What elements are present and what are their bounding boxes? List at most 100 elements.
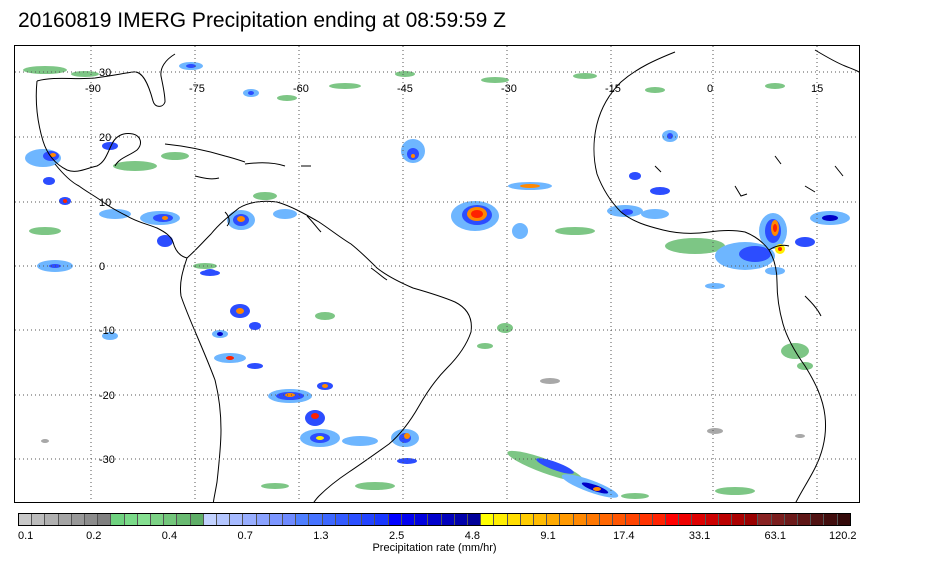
precip-cell (217, 332, 223, 336)
precip-cell (822, 215, 838, 221)
precip-cell (329, 83, 361, 89)
precip-cell (411, 154, 415, 158)
precip-cell (29, 227, 61, 235)
precip-cell (342, 436, 378, 446)
precip-cell (253, 192, 277, 200)
precip-cell (236, 308, 244, 314)
colorbar-swatch (256, 514, 270, 525)
longitude-label: -90 (85, 83, 101, 95)
colorbar-swatch (401, 514, 416, 525)
precip-cell (162, 216, 168, 220)
colorbar-tick-label: 0.1 (18, 530, 34, 542)
map-title: 20160819 IMERG Precipitation ending at 0… (18, 9, 506, 32)
coastline (370, 267, 388, 281)
precip-cell (705, 283, 725, 289)
colorbar-swatch (85, 514, 99, 525)
colorbar-label: Precipitation rate (mm/hr) (372, 542, 497, 554)
colorbar-swatch (613, 514, 627, 525)
precip-cell (477, 343, 493, 349)
precip-cell (773, 224, 777, 232)
coastline (194, 175, 220, 180)
colorbar-swatch (32, 514, 46, 525)
colorbar-swatch (731, 514, 746, 525)
coastline (244, 162, 286, 167)
precip-cell (277, 95, 297, 101)
colorbar-swatch (481, 514, 495, 525)
colorbar-swatch (824, 514, 838, 525)
coastline (834, 165, 844, 177)
colorbar-swatch (309, 514, 323, 525)
colorbar-swatch (586, 514, 600, 525)
precip-cell (249, 322, 261, 330)
precipitation-layer (23, 62, 850, 499)
colorbar-swatch (797, 514, 812, 525)
latitude-label: 10 (99, 197, 111, 209)
coastline (774, 155, 782, 165)
colorbar-swatch (771, 514, 785, 525)
colorbar-swatch (177, 514, 191, 525)
precip-cell (650, 187, 670, 195)
colorbar-swatch (124, 514, 138, 525)
precip-cell (778, 247, 782, 251)
precip-cell (520, 184, 540, 188)
precip-cell (99, 209, 131, 219)
precip-cell (102, 332, 118, 340)
precip-cell (315, 312, 335, 320)
colorbar-swatch (626, 514, 640, 525)
precip-cell (629, 172, 641, 180)
colorbar-tick-label: 17.4 (613, 530, 635, 542)
colorbar-swatch (217, 514, 231, 525)
precip-cell (795, 434, 805, 438)
colorbar-tick-label: 0.7 (237, 530, 253, 542)
precip-cell (285, 393, 295, 397)
colorbar-swatch (71, 514, 86, 525)
coastline (224, 211, 230, 227)
latitude-label: -20 (99, 390, 115, 402)
colorbar-tick-label: 0.4 (161, 530, 178, 542)
precip-cell (186, 64, 196, 68)
precip-cell (481, 77, 509, 83)
precip-cell (23, 66, 67, 74)
colorbar-tick-label: 63.1 (764, 530, 786, 542)
colorbar-swatch (151, 514, 165, 525)
longitude-label: -75 (189, 83, 205, 95)
colorbar-ticks: 0.1 0.2 0.4 0.7 1.3 2.5 4.8 9.1 17.4 33.1 63.1 120.… (18, 530, 857, 544)
precip-cell (41, 439, 49, 443)
colorbar-swatch (494, 514, 508, 525)
colorbar-swatch (652, 514, 666, 525)
precip-cell (157, 235, 173, 247)
colorbar-swatch (679, 514, 693, 525)
colorbar-swatch (560, 514, 574, 525)
precip-cell (707, 428, 723, 434)
longitude-label: -60 (293, 83, 309, 95)
colorbar-swatch (467, 514, 482, 525)
colorbar-swatch (98, 514, 112, 525)
colorbar-swatch (784, 514, 798, 525)
precip-cell (113, 161, 157, 171)
graticule (15, 46, 859, 502)
coastline (186, 200, 472, 502)
colorbar-swatch (547, 514, 561, 525)
precip-cell (512, 223, 528, 239)
colorbar-swatch (573, 514, 587, 525)
longitude-label: -15 (605, 83, 621, 95)
coastline (36, 53, 176, 107)
colorbar-swatch (190, 514, 204, 525)
precip-cell (43, 177, 55, 185)
precip-cell (261, 483, 289, 489)
colorbar-swatch (507, 514, 521, 525)
precip-cell (715, 487, 755, 495)
colorbar-swatch (375, 514, 389, 525)
coastline (54, 163, 188, 259)
precip-cell (621, 493, 649, 499)
latitude-label: 30 (99, 67, 111, 79)
coastline (768, 244, 790, 251)
latitude-label: 0 (99, 261, 105, 273)
colorbar-tick-label: 9.1 (540, 530, 556, 542)
precip-cell (237, 216, 245, 222)
colorbar-swatch (45, 514, 59, 525)
precip-cell (641, 209, 669, 219)
colorbar-swatch (111, 514, 125, 525)
precip-cell (471, 210, 483, 218)
colorbar-swatch (296, 514, 310, 525)
